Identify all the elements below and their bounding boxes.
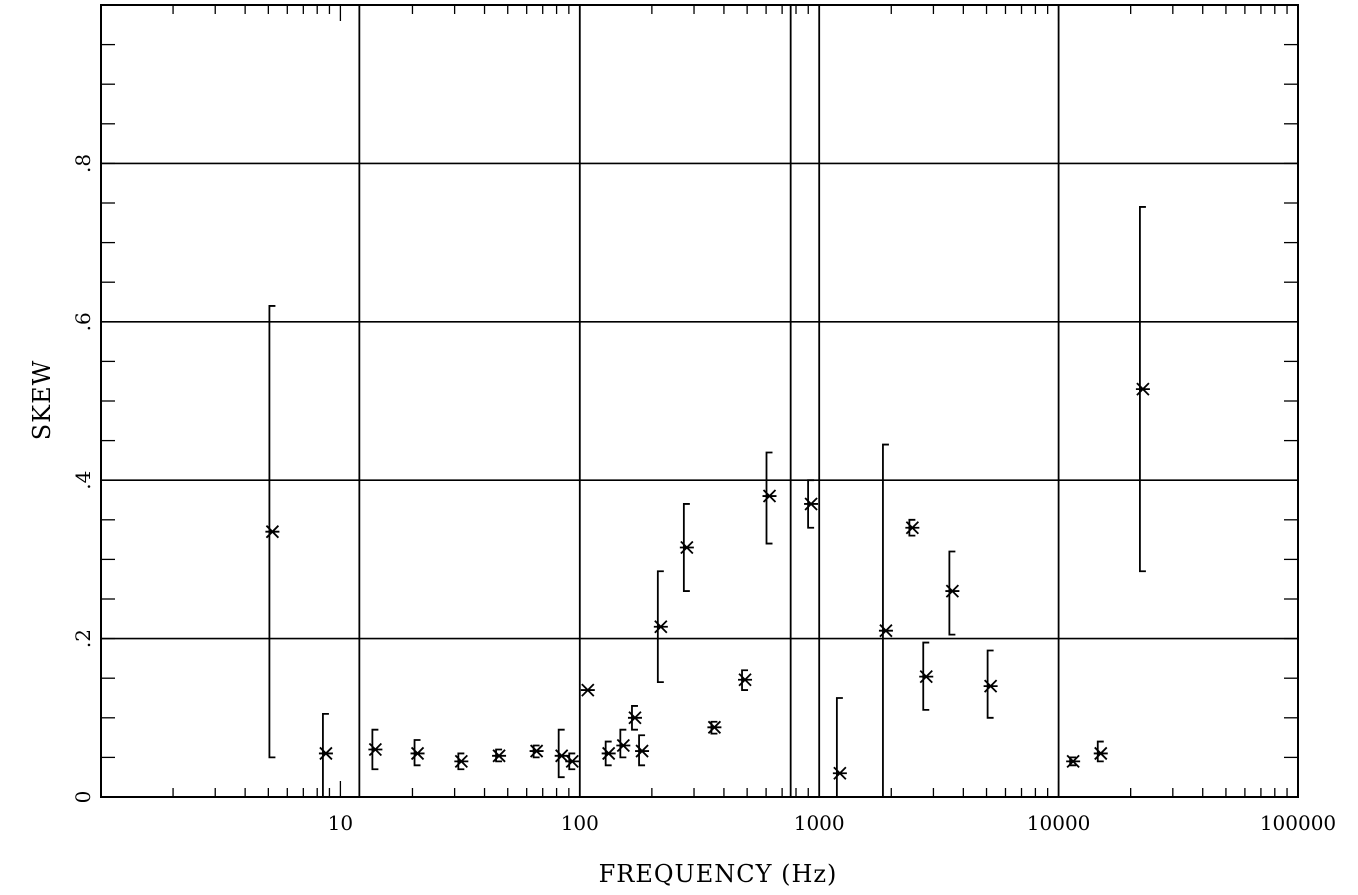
asterisk-marker [265, 525, 280, 539]
grid-lines [101, 5, 1298, 797]
x-tick-label: 1000 [794, 811, 845, 835]
data-point [368, 728, 383, 771]
data-point [601, 740, 616, 767]
asterisk-marker [492, 749, 507, 763]
asterisk-marker [454, 754, 469, 768]
asterisk-marker [738, 673, 753, 687]
data-point [707, 720, 722, 735]
asterisk-marker [905, 521, 920, 535]
data-point [454, 752, 469, 771]
data-point [878, 443, 893, 798]
y-tick-labels: 0 .2 .4 .6 .8 [71, 154, 95, 804]
data-point [945, 550, 960, 636]
data-point [1135, 206, 1150, 573]
asterisk-marker [945, 584, 960, 598]
y-tick-label: .2 [71, 629, 95, 648]
error-bar [882, 443, 889, 798]
data-point [738, 669, 753, 691]
data-point [905, 518, 920, 537]
data-point [410, 739, 425, 767]
data-points [265, 206, 1150, 798]
asterisk-marker [1135, 382, 1150, 396]
data-point [804, 479, 819, 529]
y-tick-label: 0 [71, 791, 95, 804]
y-tick-label: .6 [71, 312, 95, 331]
asterisk-marker [832, 766, 847, 780]
asterisk-marker [601, 746, 616, 761]
data-point [627, 705, 642, 731]
plot-area [100, 4, 1299, 798]
asterisk-marker [679, 540, 694, 555]
data-point [679, 503, 694, 592]
data-point [616, 728, 631, 759]
data-point [1066, 754, 1081, 768]
asterisk-marker [919, 669, 934, 684]
asterisk-marker [616, 738, 631, 753]
data-point [653, 570, 668, 684]
data-point [1093, 740, 1108, 763]
asterisk-marker [707, 720, 722, 734]
data-point [565, 752, 580, 771]
asterisk-marker [983, 679, 998, 693]
data-point [580, 683, 595, 697]
x-tick-label: 100000 [1260, 811, 1336, 835]
error-bar [835, 697, 843, 798]
data-point [529, 744, 544, 759]
data-point [762, 451, 777, 545]
data-point [492, 748, 507, 763]
data-point [265, 305, 280, 759]
data-point [919, 641, 934, 711]
asterisk-marker [635, 744, 650, 758]
asterisk-marker [627, 711, 642, 725]
x-tick-label: 10000 [1027, 811, 1091, 835]
asterisk-marker [762, 489, 777, 503]
y-tick-label: .4 [71, 471, 95, 490]
x-tick-label: 100 [561, 811, 599, 835]
data-point [318, 712, 333, 798]
asterisk-marker [565, 754, 580, 768]
x-tick-label: 10 [328, 811, 353, 835]
asterisk-marker [368, 742, 383, 757]
x-axis-title: FREQUENCY (Hz) [599, 860, 838, 888]
asterisk-marker [318, 746, 333, 761]
y-axis-title: SKEW [28, 360, 56, 441]
asterisk-marker [878, 624, 893, 638]
asterisk-marker [1066, 754, 1081, 768]
asterisk-marker [804, 497, 819, 511]
asterisk-marker [653, 620, 668, 634]
data-point [635, 734, 650, 767]
asterisk-marker [1093, 746, 1108, 761]
y-tick-label: .8 [71, 154, 95, 173]
x-tick-labels: 10 100 1000 10000 100000 [328, 811, 1337, 835]
data-point [983, 649, 998, 719]
minor-ticks [101, 5, 1298, 797]
data-point [832, 697, 847, 798]
asterisk-marker [410, 746, 425, 761]
asterisk-marker [580, 683, 595, 697]
asterisk-marker [529, 744, 544, 758]
